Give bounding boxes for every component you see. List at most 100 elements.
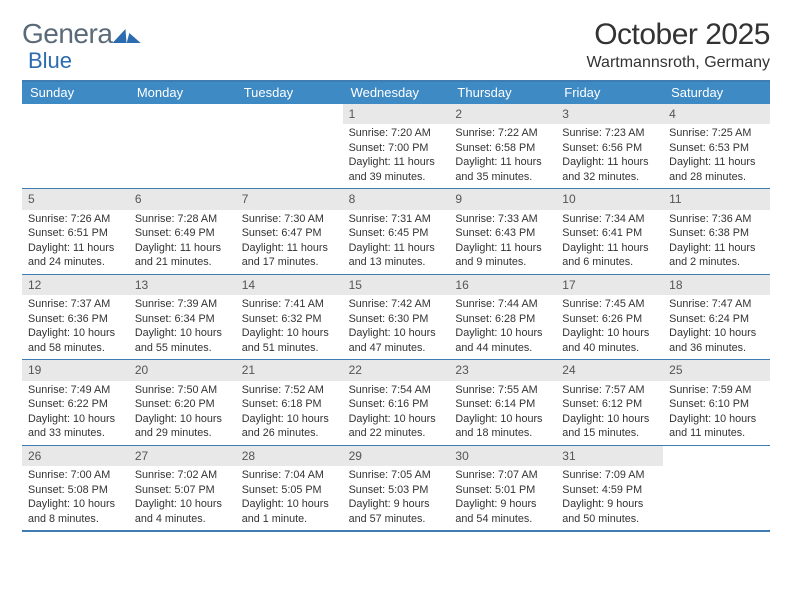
daylight-line: Daylight: 11 hours and 21 minutes.: [135, 241, 230, 270]
day-info: Sunrise: 7:09 AMSunset: 4:59 PMDaylight:…: [556, 466, 663, 530]
sunset-line: Sunset: 6:32 PM: [242, 312, 337, 327]
daylight-line: Daylight: 9 hours and 50 minutes.: [562, 497, 657, 526]
calendar: Sunday Monday Tuesday Wednesday Thursday…: [22, 80, 770, 532]
day-number: 25: [663, 360, 770, 380]
daylight-line: Daylight: 10 hours and 29 minutes.: [135, 412, 230, 441]
day-cell: 7Sunrise: 7:30 AMSunset: 6:47 PMDaylight…: [236, 189, 343, 273]
sunset-line: Sunset: 5:07 PM: [135, 483, 230, 498]
day-info: Sunrise: 7:02 AMSunset: 5:07 PMDaylight:…: [129, 466, 236, 530]
sunrise-line: Sunrise: 7:28 AM: [135, 212, 230, 227]
day-number: 30: [449, 446, 556, 466]
day-info: Sunrise: 7:52 AMSunset: 6:18 PMDaylight:…: [236, 381, 343, 445]
day-info: Sunrise: 7:07 AMSunset: 5:01 PMDaylight:…: [449, 466, 556, 530]
day-info: Sunrise: 7:37 AMSunset: 6:36 PMDaylight:…: [22, 295, 129, 359]
week-row: 12Sunrise: 7:37 AMSunset: 6:36 PMDayligh…: [22, 275, 770, 360]
sunset-line: Sunset: 6:58 PM: [455, 141, 550, 156]
day-number: 10: [556, 189, 663, 209]
sunrise-line: Sunrise: 7:45 AM: [562, 297, 657, 312]
day-number: 8: [343, 189, 450, 209]
day-cell: 15Sunrise: 7:42 AMSunset: 6:30 PMDayligh…: [343, 275, 450, 359]
day-number: 13: [129, 275, 236, 295]
sunset-line: Sunset: 4:59 PM: [562, 483, 657, 498]
sunset-line: Sunset: 6:56 PM: [562, 141, 657, 156]
dayhead-mon: Monday: [129, 82, 236, 104]
day-info: Sunrise: 7:50 AMSunset: 6:20 PMDaylight:…: [129, 381, 236, 445]
day-number: 19: [22, 360, 129, 380]
brand-part2: Blue: [28, 48, 72, 74]
day-info: Sunrise: 7:36 AMSunset: 6:38 PMDaylight:…: [663, 210, 770, 274]
sunset-line: Sunset: 7:00 PM: [349, 141, 444, 156]
sunset-line: Sunset: 6:45 PM: [349, 226, 444, 241]
day-number: 12: [22, 275, 129, 295]
day-number: 16: [449, 275, 556, 295]
day-cell: 3Sunrise: 7:23 AMSunset: 6:56 PMDaylight…: [556, 104, 663, 188]
day-number: 24: [556, 360, 663, 380]
day-number: 17: [556, 275, 663, 295]
sunset-line: Sunset: 5:01 PM: [455, 483, 550, 498]
daylight-line: Daylight: 9 hours and 54 minutes.: [455, 497, 550, 526]
sunset-line: Sunset: 5:08 PM: [28, 483, 123, 498]
sunset-line: Sunset: 6:38 PM: [669, 226, 764, 241]
sunset-line: Sunset: 6:51 PM: [28, 226, 123, 241]
day-cell: [663, 446, 770, 530]
sunrise-line: Sunrise: 7:33 AM: [455, 212, 550, 227]
day-cell: 1Sunrise: 7:20 AMSunset: 7:00 PMDaylight…: [343, 104, 450, 188]
sunset-line: Sunset: 5:05 PM: [242, 483, 337, 498]
daylight-line: Daylight: 9 hours and 57 minutes.: [349, 497, 444, 526]
sunrise-line: Sunrise: 7:54 AM: [349, 383, 444, 398]
sunset-line: Sunset: 6:22 PM: [28, 397, 123, 412]
day-number: 14: [236, 275, 343, 295]
day-info: Sunrise: 7:22 AMSunset: 6:58 PMDaylight:…: [449, 124, 556, 188]
sunrise-line: Sunrise: 7:07 AM: [455, 468, 550, 483]
daylight-line: Daylight: 10 hours and 22 minutes.: [349, 412, 444, 441]
sunrise-line: Sunrise: 7:50 AM: [135, 383, 230, 398]
daylight-line: Daylight: 10 hours and 1 minute.: [242, 497, 337, 526]
dayhead-tue: Tuesday: [236, 82, 343, 104]
day-info: Sunrise: 7:59 AMSunset: 6:10 PMDaylight:…: [663, 381, 770, 445]
sunrise-line: Sunrise: 7:09 AM: [562, 468, 657, 483]
day-cell: 29Sunrise: 7:05 AMSunset: 5:03 PMDayligh…: [343, 446, 450, 530]
day-number: 9: [449, 189, 556, 209]
day-number: 1: [343, 104, 450, 124]
sunrise-line: Sunrise: 7:26 AM: [28, 212, 123, 227]
day-number: 21: [236, 360, 343, 380]
day-cell: 27Sunrise: 7:02 AMSunset: 5:07 PMDayligh…: [129, 446, 236, 530]
daylight-line: Daylight: 10 hours and 18 minutes.: [455, 412, 550, 441]
location-text: Wartmannsroth, Germany: [587, 54, 770, 72]
sunrise-line: Sunrise: 7:36 AM: [669, 212, 764, 227]
day-cell: 10Sunrise: 7:34 AMSunset: 6:41 PMDayligh…: [556, 189, 663, 273]
daylight-line: Daylight: 10 hours and 58 minutes.: [28, 326, 123, 355]
day-info: Sunrise: 7:41 AMSunset: 6:32 PMDaylight:…: [236, 295, 343, 359]
sunset-line: Sunset: 6:28 PM: [455, 312, 550, 327]
sunrise-line: Sunrise: 7:23 AM: [562, 126, 657, 141]
week-row: 1 Sunrise: 7:20 AMSunset: 7:00 PM Daylight…: [22, 104, 770, 189]
day-cell: 25Sunrise: 7:59 AMSunset: 6:10 PMDayligh…: [663, 360, 770, 444]
daylight-line: Daylight: 10 hours and 44 minutes.: [455, 326, 550, 355]
daylight-line: Daylight: 10 hours and 11 minutes.: [669, 412, 764, 441]
daylight-line: Daylight: 11 hours and 24 minutes.: [28, 241, 123, 270]
sunrise-line: Sunrise: 7:41 AM: [242, 297, 337, 312]
sunset-line: Sunset: 6:30 PM: [349, 312, 444, 327]
sunset-line: Sunset: 6:12 PM: [562, 397, 657, 412]
sunrise-line: Sunrise: 7:30 AM: [242, 212, 337, 227]
day-cell: 16Sunrise: 7:44 AMSunset: 6:28 PMDayligh…: [449, 275, 556, 359]
day-number: 6: [129, 189, 236, 209]
day-number: 4: [663, 104, 770, 124]
day-cell: 24Sunrise: 7:57 AMSunset: 6:12 PMDayligh…: [556, 360, 663, 444]
daylight-line: Daylight: 11 hours and 13 minutes.: [349, 241, 444, 270]
sunrise-line: Sunrise: 7:25 AM: [669, 126, 764, 141]
day-cell: 17Sunrise: 7:45 AMSunset: 6:26 PMDayligh…: [556, 275, 663, 359]
day-number: 3: [556, 104, 663, 124]
day-cell: 5Sunrise: 7:26 AMSunset: 6:51 PMDaylight…: [22, 189, 129, 273]
daylight-line: Daylight: 10 hours and 36 minutes.: [669, 326, 764, 355]
sunrise-line: Sunrise: 7:34 AM: [562, 212, 657, 227]
sunset-line: Sunset: 6:26 PM: [562, 312, 657, 327]
day-info: Sunrise: 7:05 AMSunset: 5:03 PMDaylight:…: [343, 466, 450, 530]
sunset-line: Sunset: 6:36 PM: [28, 312, 123, 327]
day-number: 29: [343, 446, 450, 466]
day-info: Sunrise: 7:31 AMSunset: 6:45 PMDaylight:…: [343, 210, 450, 274]
day-info: Sunrise: 7:55 AMSunset: 6:14 PMDaylight:…: [449, 381, 556, 445]
header: Genera October 2025 Wartmannsroth, Germa…: [22, 18, 770, 72]
sunrise-line: Sunrise: 7:20 AM: [349, 126, 444, 141]
daylight-line: Daylight: 11 hours and 28 minutes.: [669, 155, 764, 184]
